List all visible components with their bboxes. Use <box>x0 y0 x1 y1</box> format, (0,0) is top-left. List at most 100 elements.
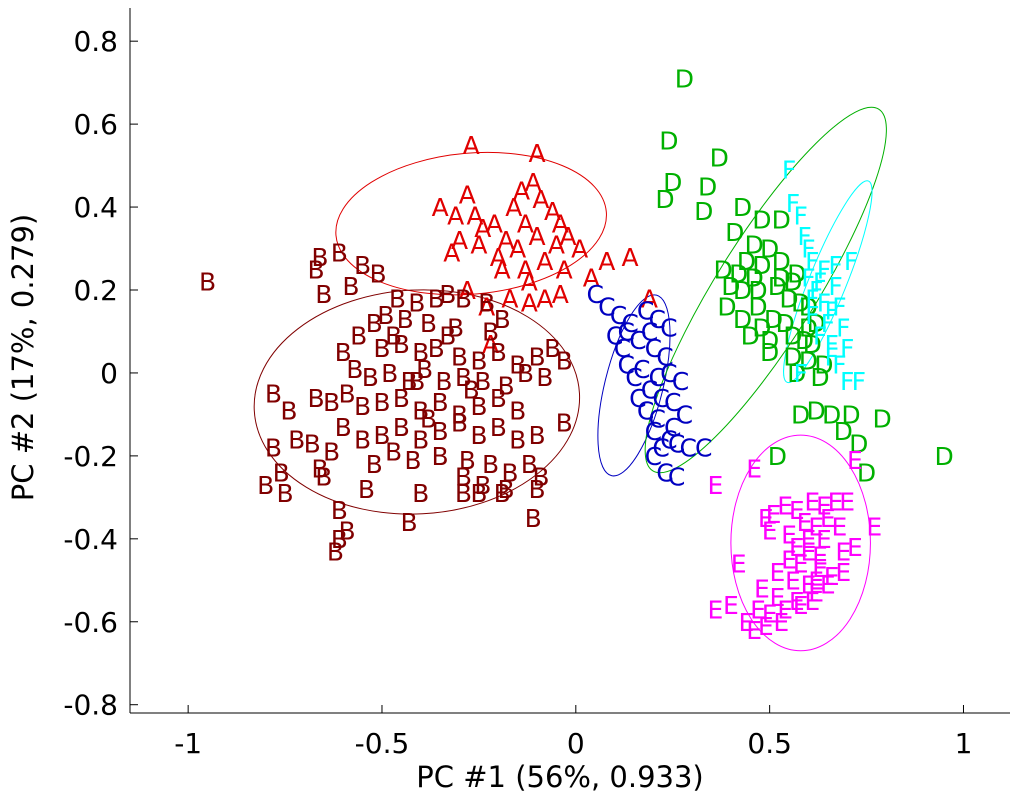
point-f: F <box>832 293 846 322</box>
point-b: B <box>339 380 356 409</box>
point-a: A <box>494 255 511 284</box>
point-d: D <box>655 185 674 214</box>
point-d: D <box>698 172 717 201</box>
point-c: C <box>668 429 685 458</box>
x-axis-title: PC #1 (56%, 0.933) <box>416 760 703 794</box>
y-tick-label: -0.6 <box>63 606 118 639</box>
point-b: B <box>439 322 456 351</box>
point-b: B <box>509 425 526 454</box>
point-b: B <box>459 446 476 475</box>
point-b: B <box>455 463 472 492</box>
point-b: B <box>323 438 340 467</box>
point-a: A <box>525 168 542 197</box>
point-e: E <box>816 492 832 521</box>
point-d: D <box>783 268 802 297</box>
point-b: B <box>315 463 332 492</box>
point-d: D <box>772 264 791 293</box>
point-b: B <box>389 284 406 313</box>
point-e: E <box>731 550 747 579</box>
point-e: E <box>808 579 824 608</box>
point-b: B <box>373 334 390 363</box>
point-e: E <box>801 525 817 554</box>
point-e: E <box>750 595 766 624</box>
point-e: E <box>828 488 844 517</box>
point-f: F <box>805 247 819 276</box>
y-tick-label: 0.8 <box>73 25 118 58</box>
point-b: B <box>428 284 445 313</box>
x-ticks: -1 -0.5 0 0.5 1 <box>174 705 972 760</box>
point-a: A <box>474 214 491 243</box>
point-e: E <box>789 496 805 525</box>
point-a: A <box>443 239 460 268</box>
point-c: C <box>668 463 685 492</box>
point-b: B <box>420 405 437 434</box>
point-b: B <box>315 280 332 309</box>
point-d: D <box>741 322 760 351</box>
point-c: C <box>645 334 662 363</box>
point-f: F <box>817 255 831 284</box>
point-a: A <box>532 185 549 214</box>
point-d: D <box>752 313 771 342</box>
point-b: B <box>451 409 468 438</box>
point-e: E <box>770 583 786 612</box>
point-d: D <box>729 259 748 288</box>
point-d: D <box>787 259 806 288</box>
point-c: C <box>648 305 665 334</box>
point-e: E <box>758 612 774 641</box>
point-c: C <box>660 425 677 454</box>
point-a: A <box>509 235 526 264</box>
point-f: F <box>840 334 854 363</box>
point-e: E <box>789 533 805 562</box>
point-b: B <box>432 388 449 417</box>
point-d: D <box>764 305 783 334</box>
point-d: D <box>791 400 810 429</box>
point-b: B <box>370 259 387 288</box>
point-b: B <box>358 475 375 504</box>
point-b: B <box>408 288 425 317</box>
cluster-ellipses <box>253 106 887 652</box>
point-a: A <box>552 280 569 309</box>
point-d: D <box>776 309 795 338</box>
point-b: B <box>556 409 573 438</box>
point-b: B <box>335 338 352 367</box>
point-a: A <box>497 226 514 255</box>
point-d: D <box>713 255 732 284</box>
point-b: B <box>455 479 472 508</box>
point-a: A <box>548 230 565 259</box>
axes: -1 -0.5 0 0.5 1 -0.8 -0.6 -0.4 -0.2 0 0.2 0.4 0.6 0.… <box>63 8 1010 760</box>
point-b: B <box>265 434 282 463</box>
point-e: E <box>801 570 817 599</box>
point-c: C <box>629 326 646 355</box>
point-d: D <box>799 293 818 322</box>
point-b: B <box>494 305 511 334</box>
point-e: E <box>746 454 762 483</box>
point-e: E <box>820 504 836 533</box>
point-e: E <box>835 558 851 587</box>
cluster-ellipse-c <box>597 294 671 477</box>
point-c: C <box>586 280 603 309</box>
point-f: F <box>828 272 842 301</box>
point-e: E <box>773 608 789 637</box>
point-e: E <box>839 488 855 517</box>
point-a: A <box>459 276 476 305</box>
point-b: B <box>323 388 340 417</box>
point-c: C <box>660 359 677 388</box>
point-b: B <box>308 384 325 413</box>
point-a: A <box>513 176 530 205</box>
point-f: F <box>836 313 850 342</box>
point-b: B <box>463 376 480 405</box>
point-d: D <box>745 264 764 293</box>
point-c: C <box>617 317 634 346</box>
point-a: A <box>544 197 561 226</box>
point-a: A <box>560 222 577 251</box>
point-a: A <box>501 284 518 313</box>
point-d: D <box>872 405 891 434</box>
point-a: A <box>466 201 483 230</box>
y-tick-label: -0.2 <box>63 440 118 473</box>
point-b: B <box>408 367 425 396</box>
point-d: D <box>814 351 833 380</box>
point-d: D <box>717 293 736 322</box>
point-d: D <box>772 206 791 235</box>
point-d: D <box>799 347 818 376</box>
point-e: E <box>793 591 809 620</box>
